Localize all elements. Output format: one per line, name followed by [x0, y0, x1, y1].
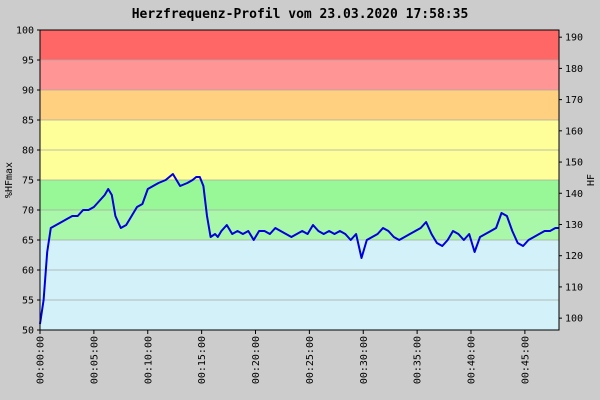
- y-left-tick-label-5: 75: [22, 176, 34, 187]
- y-right-tick-label-3: 130: [565, 220, 583, 231]
- zone-band-7: [40, 30, 559, 60]
- y-left-tick-label-10: 100: [16, 26, 34, 37]
- chart-title: Herzfrequenz-Profil vom 23.03.2020 17:58…: [132, 7, 469, 22]
- y-left-tick-label-6: 80: [22, 146, 34, 157]
- y-right-tick-label-0: 100: [565, 314, 583, 325]
- x-tick-label-5: 00:25:00: [305, 336, 316, 384]
- y-right-tick-label-6: 160: [565, 126, 583, 137]
- y-right-tick-label-5: 150: [565, 158, 583, 169]
- y-left-tick-label-8: 90: [22, 86, 34, 97]
- y-right-tick-label-7: 170: [565, 95, 583, 106]
- y-right-tick-label-8: 180: [565, 64, 583, 75]
- x-tick-label-0: 00:00:00: [36, 336, 47, 384]
- series-group: [39, 173, 559, 325]
- y-right-tick-label-1: 110: [565, 282, 583, 293]
- zone-band-2: [40, 180, 559, 210]
- zone-band-3: [40, 150, 559, 180]
- x-axis-ticks: 00:00:00 00:05:00 00:10:00 00:15:00 00:20:00…: [36, 330, 531, 384]
- x-tick-label-3: 00:15:00: [197, 336, 208, 384]
- heart-rate-zones: [40, 30, 559, 330]
- zone-band-4: [40, 120, 559, 150]
- y-left-tick-label-7: 85: [22, 116, 34, 127]
- x-tick-label-1: 00:05:00: [89, 336, 100, 384]
- zone-band-6: [40, 60, 559, 90]
- grid-lines: [40, 59, 559, 301]
- x-tick-label-7: 00:35:00: [413, 336, 424, 384]
- y-axis-left-ticks: 50 55 60 65 70 75 80 85 90 95 100: [16, 26, 40, 337]
- x-tick-label-9: 00:45:00: [520, 336, 531, 384]
- zone-band-0: [40, 240, 559, 330]
- y-right-tick-label-4: 140: [565, 189, 583, 200]
- x-tick-label-8: 00:40:00: [467, 336, 478, 384]
- y-left-tick-label-0: 50: [22, 326, 34, 337]
- y-left-tick-label-1: 55: [22, 296, 34, 307]
- zone-band-5: [40, 90, 559, 120]
- y-axis-right-label: HF: [586, 174, 597, 186]
- y-right-tick-label-9: 190: [565, 33, 583, 44]
- y-axis-right-ticks: 100 110 120 130 140 150 160 170 180 190: [559, 33, 583, 325]
- y-right-tick-label-2: 120: [565, 251, 583, 262]
- x-tick-label-2: 00:10:00: [143, 336, 154, 384]
- y-left-tick-label-3: 65: [22, 236, 34, 247]
- y-axis-left-label: %HFmax: [4, 162, 15, 198]
- x-tick-label-4: 00:20:00: [251, 336, 262, 384]
- y-left-tick-label-9: 95: [22, 56, 34, 67]
- series-line-0: [39, 173, 559, 325]
- y-left-tick-label-2: 60: [22, 266, 34, 277]
- x-tick-label-6: 00:30:00: [359, 336, 370, 384]
- y-left-tick-label-4: 70: [22, 206, 34, 217]
